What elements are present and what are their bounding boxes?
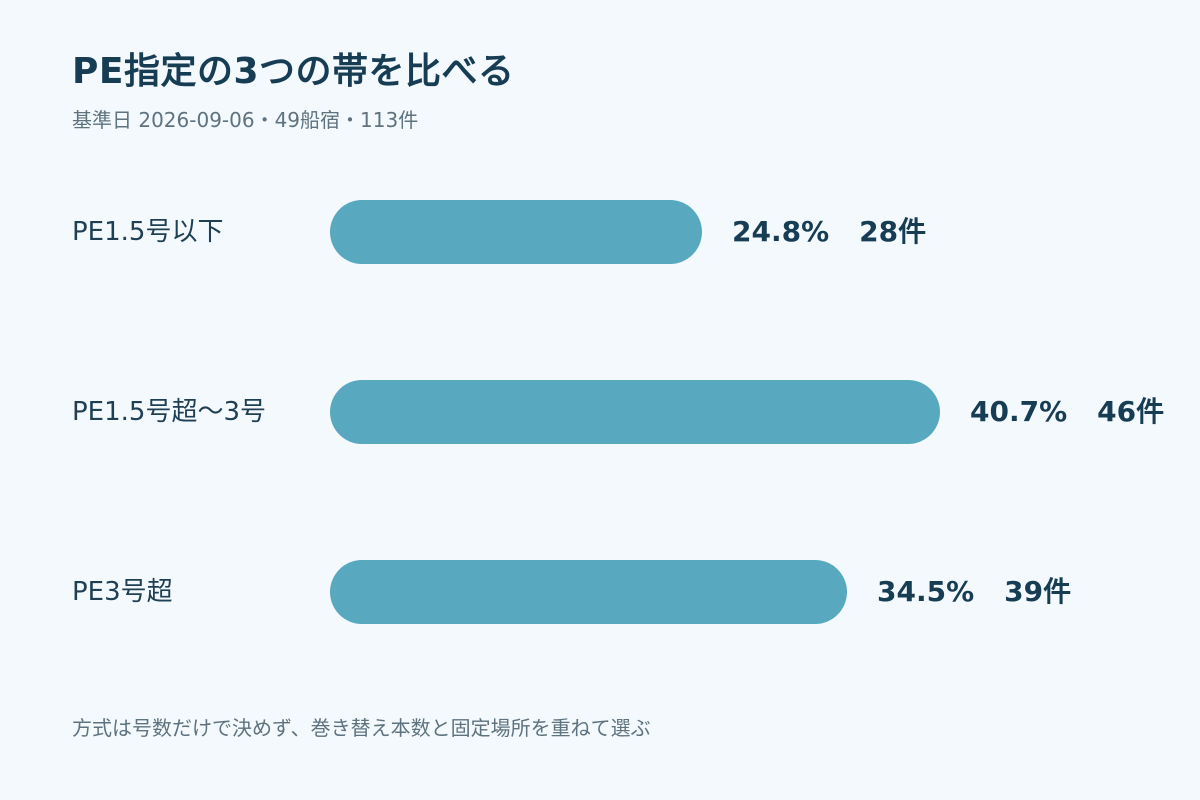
- bar-row: PE1.5号以下 24.8% 28件: [0, 200, 1200, 264]
- chart-footnote: 方式は号数だけで決めず、巻き替え本数と固定場所を重ねて選ぶ: [72, 716, 651, 740]
- bar: [330, 560, 847, 624]
- category-label: PE3号超: [72, 577, 173, 607]
- percent-label: 34.5%: [877, 575, 975, 608]
- chart-title: PE指定の3つの帯を比べる: [72, 51, 515, 92]
- value-label: 40.7% 46件: [970, 380, 1164, 444]
- bar-row: PE3号超 34.5% 39件: [0, 560, 1200, 624]
- percent-label: 40.7%: [970, 395, 1068, 428]
- chart-subtitle: 基準日 2026-09-06・49船宿・113件: [72, 108, 419, 132]
- value-label: 24.8% 28件: [732, 200, 926, 264]
- count-label: 28件: [859, 215, 927, 248]
- percent-label: 24.8%: [732, 215, 830, 248]
- count-label: 39件: [1004, 575, 1072, 608]
- category-label: PE1.5号超〜3号: [72, 397, 266, 427]
- count-label: 46件: [1097, 395, 1165, 428]
- category-label: PE1.5号以下: [72, 217, 224, 247]
- value-label: 34.5% 39件: [877, 560, 1071, 624]
- bar: [330, 380, 940, 444]
- bar-row: PE1.5号超〜3号 40.7% 46件: [0, 380, 1200, 444]
- bar-chart: PE1.5号以下 24.8% 28件 PE1.5号超〜3号 40.7% 46件 PE3号超 3…: [0, 170, 1200, 680]
- bar: [330, 200, 702, 264]
